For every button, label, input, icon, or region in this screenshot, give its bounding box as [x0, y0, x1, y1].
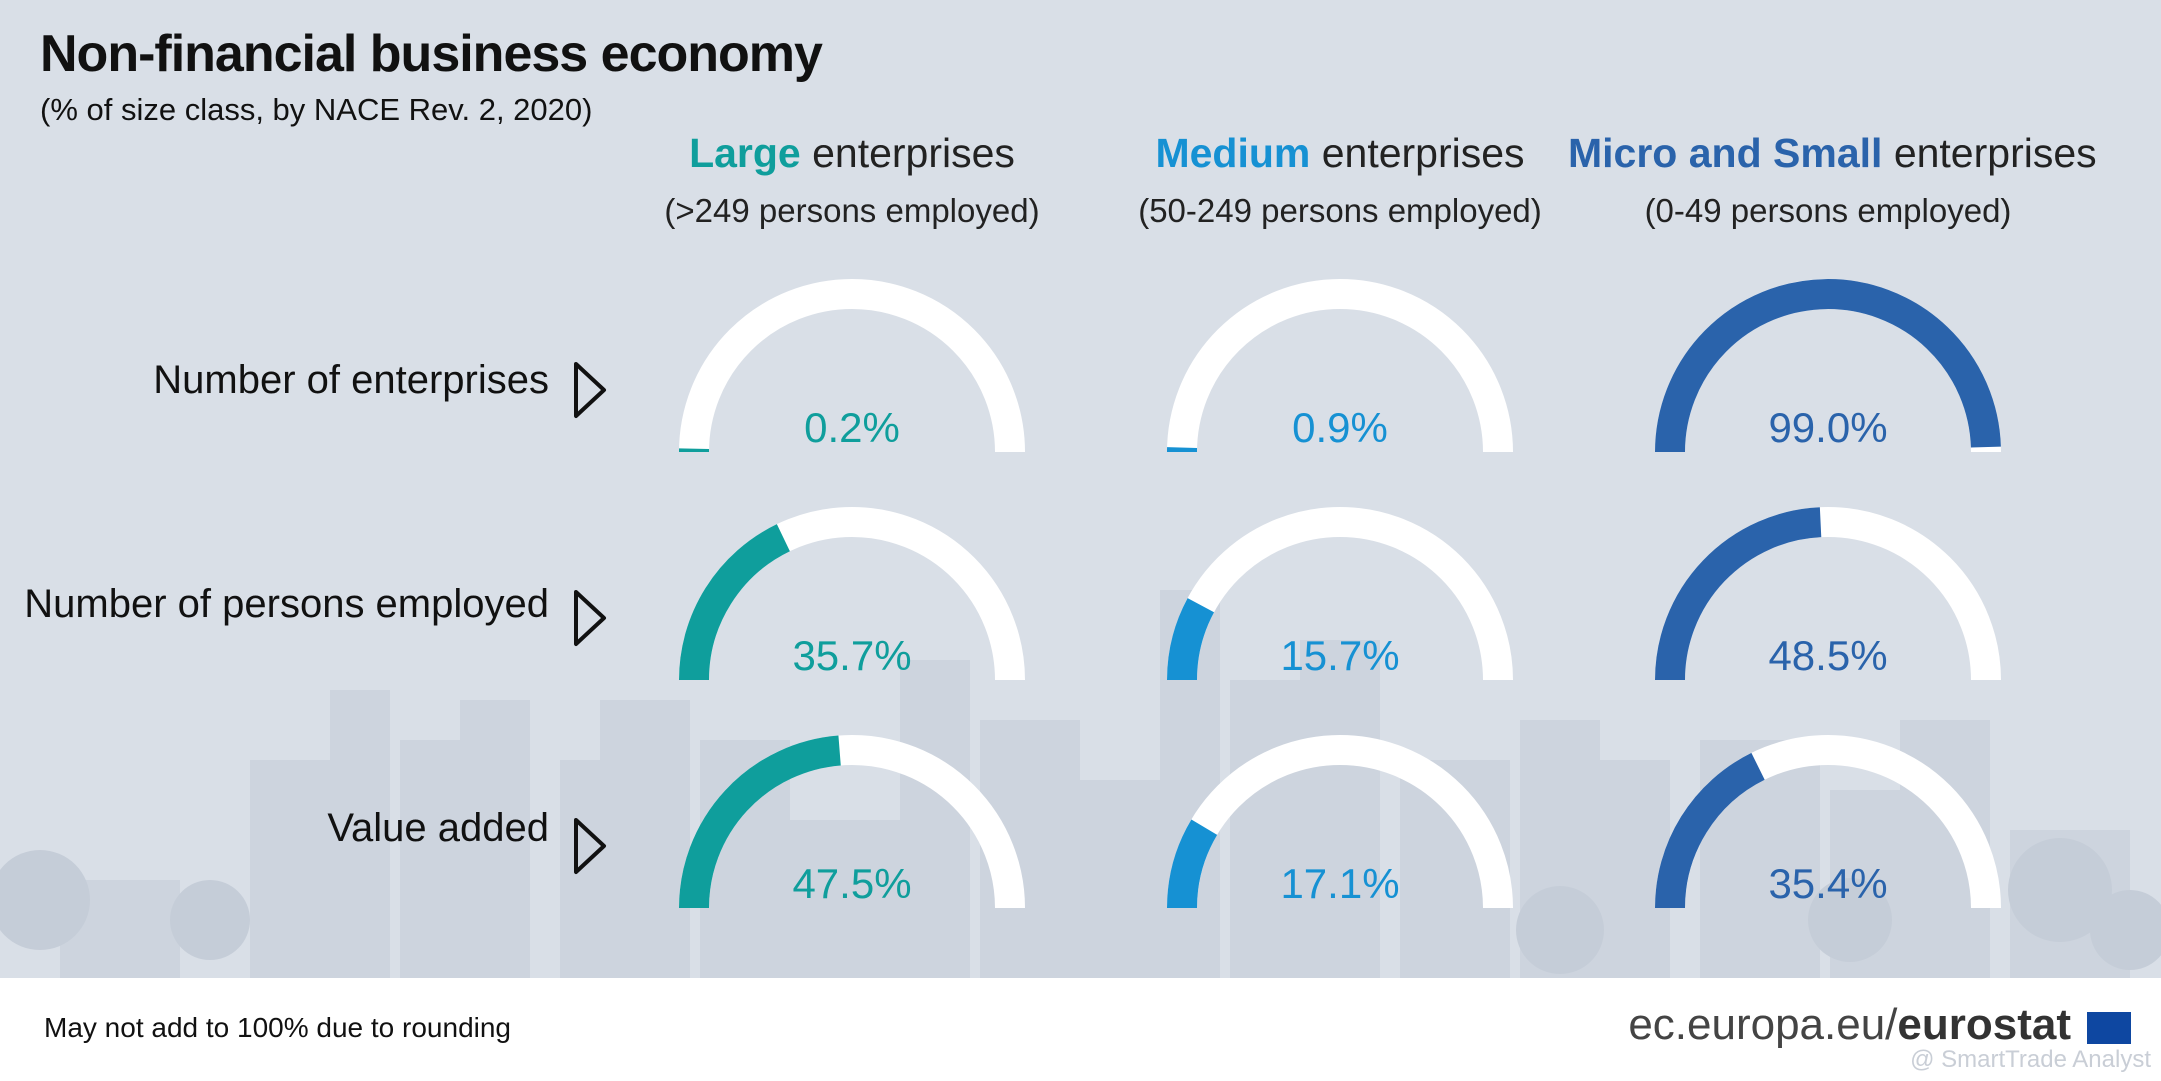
- gauge-fill-number-of-enterprises-micro-and-small-enterprises: [1655, 279, 2001, 453]
- chart-subtitle: (% of size class, by NACE Rev. 2, 2020): [40, 92, 593, 127]
- source-prefix: ec.europa.eu/: [1628, 1000, 1898, 1049]
- gauge-fill-value-added-micro-and-small-enterprises: [1655, 752, 1765, 909]
- row-arrow-icon: [574, 818, 606, 874]
- column-header-medium: Medium enterprises: [1080, 130, 1600, 177]
- gauge-value-label-number-of-enterprises-large-enterprises: 0.2%: [804, 404, 900, 451]
- gauge-value-label-number-of-persons-employed-large-enterprises: 35.7%: [792, 632, 911, 679]
- row-label-number-of-persons-employed: Number of persons employed: [24, 582, 549, 626]
- column-rest: enterprises: [1882, 130, 2097, 176]
- column-header-micro-small: Micro and Small enterprises: [1568, 130, 2097, 177]
- gauge-value-label-number-of-persons-employed-micro-and-small-enterprises: 48.5%: [1768, 632, 1887, 679]
- column-header-large: Large enterprises: [592, 130, 1112, 177]
- column-rest: enterprises: [800, 130, 1015, 176]
- column-subheader-medium: (50-249 persons employed): [1138, 192, 1542, 229]
- rounding-note: May not add to 100% due to rounding: [44, 1012, 512, 1043]
- row-arrow-icon: [574, 362, 606, 418]
- column-subheader-micro-small: (0-49 persons employed): [1644, 192, 2012, 229]
- gauge-value-label-number-of-persons-employed-medium-enterprises: 15.7%: [1280, 632, 1399, 679]
- gauge-fill-value-added-large-enterprises: [679, 735, 842, 909]
- gauge-value-label-number-of-enterprises-medium-enterprises: 0.9%: [1292, 404, 1388, 451]
- footer-bar: [0, 978, 2161, 1081]
- column-subheader-large: (>249 persons employed): [664, 192, 1040, 229]
- column-highlight: Large: [689, 130, 801, 176]
- gauge-track-number-of-enterprises-large-enterprises: [679, 279, 1025, 453]
- gauge-value-label-value-added-micro-and-small-enterprises: 35.4%: [1768, 860, 1887, 907]
- column-highlight: Micro and Small: [1568, 130, 1883, 176]
- row-arrow-icon: [574, 590, 606, 646]
- row-label-number-of-enterprises: Number of enterprises: [153, 358, 549, 402]
- gauge-fill-value-added-medium-enterprises: [1167, 819, 1218, 909]
- chart-title: Non-financial business economy: [40, 25, 823, 83]
- source-brand: eurostat: [1897, 1000, 2071, 1049]
- gauge-fill-number-of-persons-employed-medium-enterprises: [1167, 598, 1215, 681]
- gauge-fill-number-of-persons-employed-micro-and-small-enterprises: [1655, 507, 1822, 681]
- column-rest: enterprises: [1310, 130, 1525, 176]
- gauge-track-number-of-enterprises-medium-enterprises: [1167, 279, 1513, 453]
- eu-flag-icon: [2087, 1012, 2131, 1044]
- gauge-fill-number-of-persons-employed-large-enterprises: [679, 524, 791, 681]
- row-label-value-added: Value added: [327, 806, 549, 850]
- gauge-value-label-value-added-large-enterprises: 47.5%: [792, 860, 911, 907]
- gauge-value-label-number-of-enterprises-micro-and-small-enterprises: 99.0%: [1768, 404, 1887, 451]
- source-link[interactable]: ec.europa.eu/eurostat: [1628, 1000, 2071, 1050]
- gauge-value-label-value-added-medium-enterprises: 17.1%: [1280, 860, 1399, 907]
- watermark: @ SmartTrade Analyst: [1910, 1046, 2151, 1073]
- column-highlight: Medium: [1155, 130, 1311, 176]
